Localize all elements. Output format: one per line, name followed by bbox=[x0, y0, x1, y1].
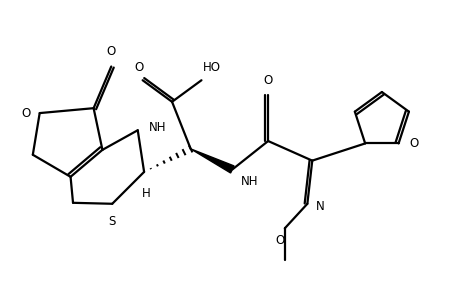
Text: NH: NH bbox=[148, 121, 166, 134]
Text: N: N bbox=[316, 200, 325, 213]
Text: O: O bbox=[22, 107, 31, 120]
Text: NH: NH bbox=[241, 175, 259, 188]
Text: S: S bbox=[108, 215, 116, 227]
Text: HO: HO bbox=[202, 61, 220, 74]
Polygon shape bbox=[191, 149, 234, 173]
Text: O: O bbox=[264, 74, 273, 87]
Text: O: O bbox=[410, 137, 418, 150]
Text: O: O bbox=[134, 61, 144, 74]
Text: O: O bbox=[275, 234, 284, 247]
Text: O: O bbox=[107, 45, 116, 58]
Text: H: H bbox=[142, 187, 151, 200]
